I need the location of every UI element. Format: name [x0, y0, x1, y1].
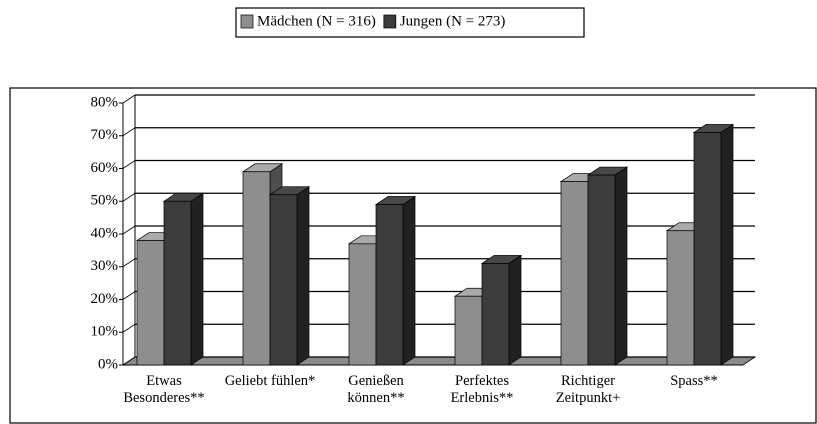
x-tick-label: Genießen können**	[347, 373, 405, 406]
x-tick-label: Richtiger Zeitpunkt+	[555, 373, 621, 406]
bar	[269, 194, 298, 366]
y-tick-label: 50%	[91, 193, 119, 209]
y-tick-label: 30%	[91, 258, 119, 274]
grid-diag	[122, 258, 136, 268]
y-tick-label: 10%	[91, 324, 119, 340]
bar-side	[296, 186, 310, 366]
bar	[666, 230, 695, 366]
grid-diag	[122, 127, 136, 137]
bar	[560, 181, 589, 366]
grid-diag	[122, 291, 136, 300]
grid-diag	[122, 94, 136, 104]
bar	[375, 204, 404, 366]
bar	[693, 132, 722, 366]
floor	[121, 356, 757, 366]
y-tick-label: 20%	[91, 291, 119, 307]
bar	[348, 243, 377, 366]
bar-side	[402, 195, 416, 366]
bar-side	[508, 254, 522, 366]
legend-swatch	[383, 14, 397, 29]
y-tick-label: 60%	[91, 160, 119, 176]
bar-side	[614, 166, 628, 366]
grid-diag	[122, 160, 136, 169]
y-tick-label: 40%	[91, 225, 119, 241]
bar-side	[190, 192, 204, 366]
bar	[454, 295, 483, 366]
grid-diag	[122, 192, 136, 202]
grid-diag	[122, 323, 136, 333]
bar	[136, 240, 165, 366]
x-tick-label: Perfektes Erlebnis**	[450, 373, 514, 406]
bar	[587, 174, 616, 366]
bar	[481, 263, 510, 366]
x-tick-label: Geliebt fühlen*	[224, 373, 316, 389]
grid-diag	[122, 225, 136, 235]
bar	[242, 171, 271, 366]
y-tick-label: 80%	[91, 94, 119, 110]
legend-swatch	[240, 14, 254, 29]
legend-label: Mädchen (N = 316)	[257, 13, 376, 29]
y-tick-label: 70%	[91, 127, 119, 143]
x-tick-label: Etwas Besonderes**	[123, 373, 205, 406]
legend-label: Jungen (N = 273)	[400, 13, 506, 29]
legend-box	[235, 7, 585, 38]
y-tick-label: 0%	[98, 356, 118, 372]
bar	[163, 200, 192, 366]
bar-side	[720, 123, 734, 366]
x-tick-label: Spass**	[670, 373, 718, 389]
chart-frame	[9, 87, 817, 424]
grid-diag	[122, 356, 136, 366]
